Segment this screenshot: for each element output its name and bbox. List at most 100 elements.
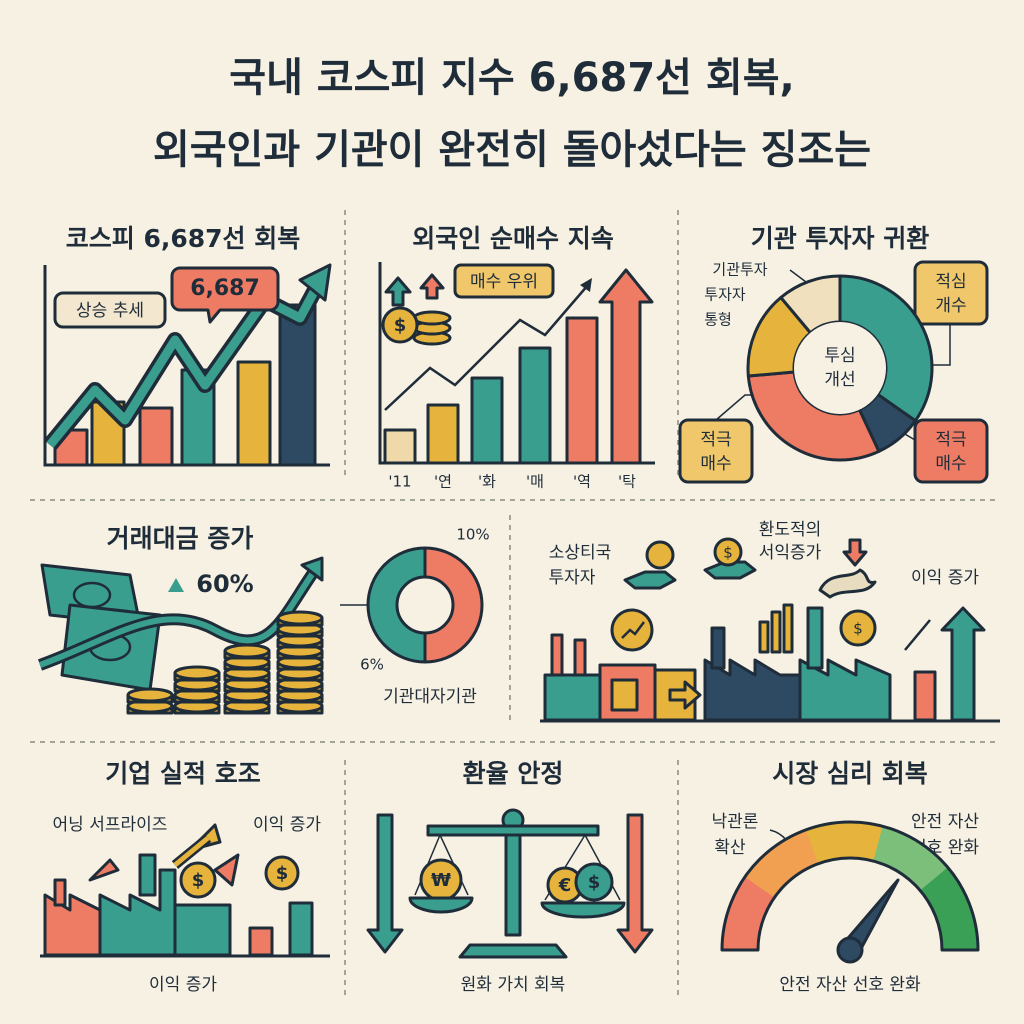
label: 안전 자산 선호 완화 [779, 975, 921, 995]
coin [223, 643, 271, 659]
label: 국내 코스피 지수 6,687선 회복, [229, 55, 794, 101]
donut-segment [423, 546, 484, 664]
panel-earnings-shape [173, 903, 232, 957]
panel-industry-shape [770, 610, 782, 654]
panel-fx-shape [540, 901, 626, 919]
panel-earnings-shape [138, 853, 157, 897]
label: € [558, 875, 572, 896]
panel-sentiment: 시장 심리 회복 낙관론 확산 안전 자산 선호 완화 안전 자산 선호 완화 [712, 759, 980, 995]
panel-kospi-shape [170, 266, 280, 324]
main-title: 국내 코스피 지수 6,687선 회복, 외국인과 기관이 완전히 돌아섰다는 … [153, 55, 871, 173]
label: ₩ [431, 870, 451, 891]
label: 기업 실적 호조 [105, 759, 260, 788]
panel-earnings-shape [248, 926, 274, 957]
panel-industry-shape [806, 606, 824, 670]
panel-industry-shape [758, 620, 770, 654]
divider [30, 210, 995, 1000]
gauge-hub [836, 936, 864, 964]
label: 이익 증가 [149, 975, 217, 995]
label: 매수 우위 [470, 272, 538, 292]
panel-kospi-shape [180, 368, 216, 467]
label: $ [192, 870, 205, 891]
label: 안전 자산 [911, 812, 979, 832]
panel-fx-shape [616, 813, 654, 954]
label: 이익 증가 [253, 815, 321, 835]
label: 적극 [935, 430, 966, 450]
panel-fx-shape [426, 824, 600, 837]
label: 적극 [700, 430, 731, 450]
panel-institution: 기관 투자자 귀환 기관투자 투자자 통형 적심 개수 적극 매수 적극 매수 … [678, 224, 989, 484]
panel-industry-shape [818, 568, 877, 599]
label: 외국인 순매수 지속 [412, 224, 613, 253]
panel-foreign-shape [580, 278, 592, 292]
coin [276, 610, 324, 626]
panel-industry-shape [550, 633, 564, 677]
panel-kospi-shape [236, 360, 272, 467]
panel-earnings-shape [264, 855, 300, 891]
panel-foreign-shape [384, 284, 589, 411]
label: $ [394, 315, 407, 336]
label: 60% [196, 570, 253, 598]
panel-foreign-shape [565, 316, 599, 465]
panel-industry-shape [623, 570, 677, 590]
label: 시장 심리 회복 [772, 759, 927, 788]
panel-institution-shape [913, 418, 989, 484]
label: 외국인과 기관이 완전히 돌아섰다는 징조는 [153, 127, 871, 173]
label: 매수 [700, 454, 731, 474]
panel-kospi-shape [46, 287, 319, 448]
panel-foreign-shape [378, 262, 655, 465]
panel-industry-shape [668, 680, 702, 710]
label: 기관 투자자 귀환 [751, 224, 929, 253]
panel-industry-shape [904, 619, 931, 651]
label: '매 [526, 473, 544, 491]
panel-earnings-shape [213, 853, 240, 887]
label: $ [853, 620, 863, 638]
label: '11 [388, 473, 411, 491]
panel-kospi-shape [278, 303, 317, 467]
panel-industry-shape [543, 673, 602, 722]
panel-volume: 거래대금 증가 60% 10% 6% 기관대자기관 [37, 524, 490, 715]
label: 기관대자기관 [383, 687, 477, 707]
panel-earnings-shape [173, 836, 210, 867]
panel-fx: 환율 안정 ₩ € $ 원화 가치 회복 [366, 759, 654, 995]
label: 개수 [935, 296, 966, 316]
panel-fx-shape [408, 896, 474, 914]
label: 상승 추세 [76, 301, 144, 321]
label: $ [723, 544, 733, 562]
label: $ [588, 872, 601, 893]
donut-center [794, 322, 886, 414]
label: 환율 안정 [463, 759, 564, 788]
panel-earnings-shape [288, 901, 314, 957]
panel-earnings: 기업 실적 호조 어닝 서프라이즈 이익 증가 $ $ 이익 증가 [40, 759, 330, 995]
panel-fx-shape [574, 862, 614, 902]
panel-industry-shape [913, 670, 937, 722]
coin [173, 665, 221, 681]
panel-industry-shape [621, 621, 645, 639]
label: 투자자 [549, 568, 596, 588]
label: 확산 [714, 838, 746, 858]
label: 거래대금 증가 [107, 524, 254, 553]
panel-industry-shape [645, 540, 675, 570]
panel-foreign-shape [598, 268, 654, 465]
label: 6,687 [190, 276, 260, 301]
panel-kospi: 코스피 6,687선 회복 상승 추세 6,687 [43, 224, 332, 467]
gauge-outline [720, 820, 980, 952]
panel-foreign-shape [381, 306, 419, 344]
label: 원화 가치 회복 [461, 975, 566, 995]
panel-volume-shape [126, 610, 324, 715]
panel-industry-shape [940, 606, 986, 722]
panel-foreign-shape [453, 263, 555, 299]
panel-volume-shape [300, 556, 324, 582]
label: 기관투자 [712, 261, 767, 279]
label: 코스피 6,687선 회복 [66, 224, 301, 253]
panel-industry-shape [610, 678, 639, 712]
panel-earnings-shape [88, 858, 120, 882]
panel-fx-shape [458, 943, 568, 959]
panel-volume-shape [168, 578, 184, 592]
panel-institution-shape [930, 324, 951, 366]
label: 투자자 [704, 286, 746, 304]
label: '탁 [618, 473, 636, 491]
